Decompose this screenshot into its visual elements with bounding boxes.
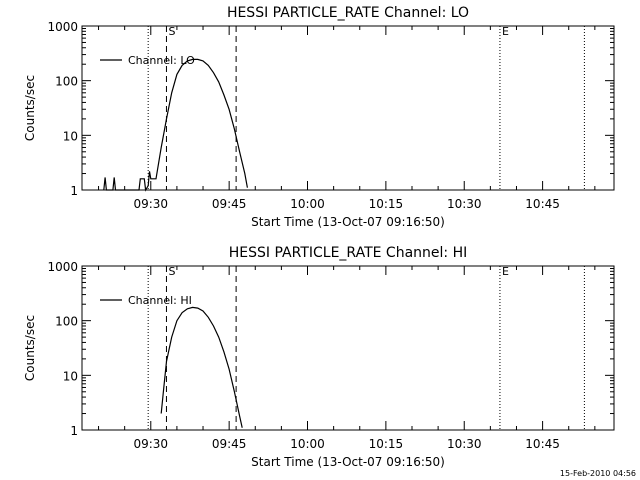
panel1-x-tick-label: 09:45	[212, 197, 247, 211]
panel1-x-tick-label: 10:00	[290, 197, 325, 211]
panel1-series-line	[103, 58, 248, 192]
panel2-x-tick-label: 10:30	[447, 437, 482, 451]
panel2-marker-label: S	[168, 265, 175, 278]
panel2-y-tick-label: 10	[63, 369, 78, 383]
panel2-x-tick-label: 10:00	[290, 437, 325, 451]
panel1-plot-frame	[81, 25, 615, 191]
panel1-marker-label: E	[502, 25, 509, 38]
panel1-y-axis-label: Counts/sec	[23, 75, 37, 141]
panel1-y-tick-label: 10	[63, 129, 78, 143]
panel1-x-tick-label: 10:30	[447, 197, 482, 211]
panel2-y-tick-label: 1000	[47, 260, 78, 274]
panel2-plot-frame	[81, 265, 615, 431]
panel2-marker-label: E	[502, 265, 509, 278]
panel1-y-tick-label: 1	[70, 184, 78, 198]
panel2-x-tick-label: 09:45	[212, 437, 247, 451]
panel2-x-tick-label: 10:45	[525, 437, 560, 451]
panel1-legend-label: Channel: LO	[128, 54, 195, 67]
panel2-x-tick-label: 10:15	[369, 437, 404, 451]
panel2-y-tick-label: 100	[55, 315, 78, 329]
panel2-y-axis-label: Counts/sec	[23, 315, 37, 381]
panel1-marker-label: S	[168, 25, 175, 38]
panel1-x-tick-label: 10:45	[525, 197, 560, 211]
panel2-y-tick-label: 1	[70, 424, 78, 438]
panel2-x-axis-label: Start Time (13-Oct-07 09:16:50)	[251, 455, 445, 469]
panel1-y-tick-label: 1000	[47, 20, 78, 34]
panel2-x-tick-label: 09:30	[133, 437, 168, 451]
panel1-x-axis-label: Start Time (13-Oct-07 09:16:50)	[251, 215, 445, 229]
panel2-series-line	[160, 306, 243, 428]
panel1-x-tick-label: 09:30	[133, 197, 168, 211]
panel1-y-tick-label: 100	[55, 75, 78, 89]
panel2-title: HESSI PARTICLE_RATE Channel: HI	[229, 245, 467, 261]
panel1-title: HESSI PARTICLE_RATE Channel: LO	[227, 5, 469, 21]
panel1-x-tick-label: 10:15	[369, 197, 404, 211]
panel2-legend-label: Channel: HI	[128, 294, 192, 307]
